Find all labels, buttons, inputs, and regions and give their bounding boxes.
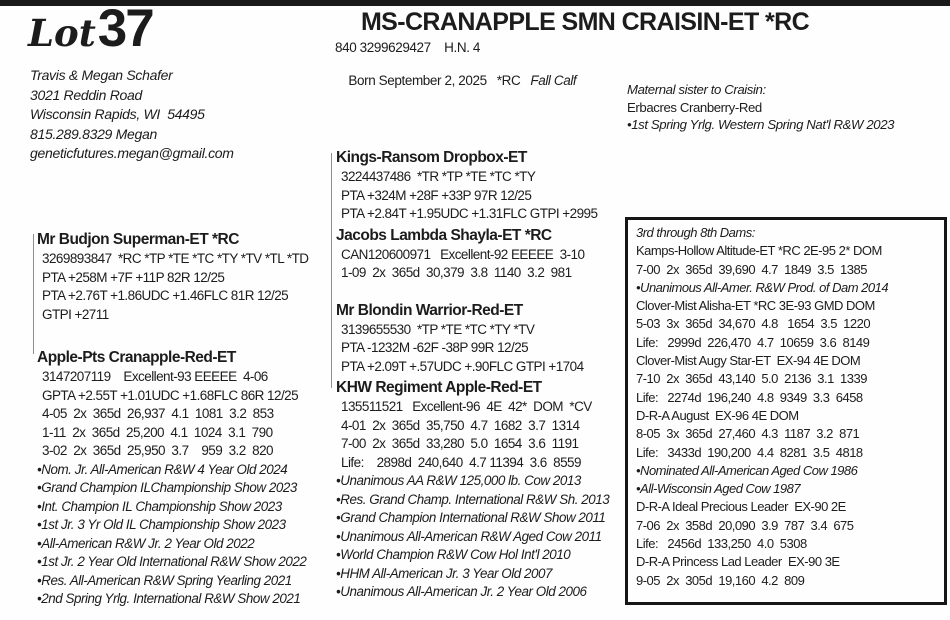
further-dams-line: Kamps-Hollow Altitude-ET *RC 2E-95 2* DO… — [636, 243, 882, 259]
born-line: Born September 2, 2025 *RC Fall Calf — [335, 58, 576, 103]
dam-dam-award-line: •Grand Champion International R&W Show 2… — [336, 510, 606, 525]
dam-dam-section: KHW Regiment Apple-Red-ET 135511521 Exce… — [336, 378, 631, 602]
sire-data-line: 3269893847 *RC *TP *TE *TC *TY *TV *TL *… — [42, 251, 309, 266]
contact-line: geneticfutures.megan@gmail.com — [30, 145, 234, 161]
further-dams-line: 9-05 2x 305d 19,160 4.2 809 — [636, 572, 805, 588]
dam-dam-data-line: Life: 2898d 240,640 4.7 11394 3.6 8559 — [341, 454, 582, 470]
further-dams-line: •Nominated All-American Aged Cow 1986 — [636, 462, 858, 478]
further-dams-line: Life: 3433d 190,200 4.4 8281 3.5 4818 — [636, 444, 863, 460]
contact-line: 3021 Reddin Road — [30, 86, 142, 103]
sire-sire-data-line: PTA +2.84T +1.95UDC +1.31FLC GTPI +2995 — [341, 206, 598, 221]
dam-award-line: •1st Jr. 2 Year Old International R&W Sh… — [37, 554, 307, 569]
further-dams-line: D-R-A August EX-96 4E DOM — [636, 407, 799, 423]
dam-sire-data-line: 3139655530 *TP *TE *TC *TY *TV — [341, 321, 535, 337]
dam-sire-data-line: PTA -1232M -62F -38P 99R 12/25 — [341, 340, 529, 355]
sire-name: Mr Budjon Superman-ET *RC — [37, 231, 239, 248]
dam-data-line: 1-11 2x 365d 25,200 4.1 1024 3.1 790 — [42, 424, 273, 440]
further-dams-line: 5-03 3x 365d 34,670 4.8 1654 3.5 1220 — [636, 316, 871, 332]
sire-dam-section: Jacobs Lambda Shayla-ET *RC CAN120600971… — [336, 226, 631, 283]
dam-dam-data-line: 7-00 2x 365d 33,280 5.0 1654 3.6 1191 — [341, 436, 579, 451]
dam-data-line: 3147207119 Excellent-93 EEEEE 4-06 — [42, 369, 268, 384]
dam-dam-award-line: •Unanimous All-American R&W Aged Cow 201… — [336, 528, 602, 544]
further-dams-heading: 3rd through 8th Dams: — [636, 225, 755, 240]
pedigree-grandparents-column: Kings-Ransom Dropbox-ET 3224437486 *TR *… — [336, 148, 631, 602]
dam-data-line: GPTA +2.55T +1.01UDC +1.68FLC 86R 12/25 — [42, 387, 299, 403]
dam-dam-data-line: 135511521 Excellent-96 4E 42* DOM *CV — [341, 399, 592, 414]
dam-dam-name: KHW Regiment Apple-Red-ET — [336, 379, 542, 396]
registration-line: 840 3299629427 H.N. 4 — [335, 40, 481, 55]
dam-dam-award-line: •World Champion R&W Cow Hol Int'l 2010 — [336, 547, 571, 562]
further-dams-line: •Unanimous All-Amer. R&W Prod. of Dam 20… — [636, 279, 889, 295]
further-dams-line: Life: 2456d 133,250 4.0 5308 — [636, 536, 807, 552]
lot-block: Lot 37 — [28, 0, 155, 58]
further-dams-line: Clover-Mist Alisha-ET *RC 3E-93 GMD DOM — [636, 298, 875, 314]
further-dams-line: D-R-A Princess Lad Leader EX-90 3E — [636, 554, 840, 570]
maternal-sister-heading: Maternal sister to Craisin: — [627, 82, 766, 97]
pedigree-parents-column: Mr Budjon Superman-ET *RC 3269893847 *RC… — [37, 230, 333, 609]
sire-sire-data-line: PTA +324M +28F +33P 97R 12/25 — [341, 187, 532, 203]
further-dams-line: 8-05 3x 365d 27,460 4.3 1187 3.2 871 — [636, 426, 860, 442]
dam-section: Apple-Pts Cranapple-Red-ET 3147207119 Ex… — [37, 348, 333, 609]
further-dams-line: 7-10 2x 365d 43,140 5.0 2136 3.1 1339 — [636, 371, 867, 387]
dam-sire-name: Mr Blondin Warrior-Red-ET — [336, 301, 523, 319]
further-dams-line: D-R-A Ideal Precious Leader EX-90 2E — [636, 499, 846, 515]
sire-dam-data-line: CAN120600971 Excellent-92 EEEEE 3-10 — [341, 246, 585, 262]
further-dams-line: 7-06 2x 358d 20,090 3.9 787 3.4 675 — [636, 517, 854, 533]
born-prefix: Born September 2, 2025 *RC — [348, 73, 531, 88]
further-dams-line: Clover-Mist Augy Star-ET EX-94 4E DOM — [636, 353, 861, 369]
dam-award-line: •Nom. Jr. All-American R&W 4 Year Old 20… — [37, 461, 288, 477]
dam-award-line: •Int. Champion IL Championship Show 2023 — [37, 498, 282, 514]
lot-label: Lot — [28, 11, 96, 55]
sire-data-line: PTA +2.76T +1.86UDC +1.46FLC 81R 12/25 — [42, 288, 289, 303]
dam-dam-data-line: 4-01 2x 365d 35,750 4.7 1682 3.7 1314 — [341, 417, 580, 433]
further-dams-line: 7-00 2x 365d 39,690 4.7 1849 3.5 1385 — [636, 261, 867, 277]
fall-calf-note: Fall Calf — [530, 73, 577, 88]
dam-dam-award-line: •HHM All-American Jr. 3 Year Old 2007 — [336, 565, 553, 581]
sire-dam-data-line: 1-09 2x 365d 30,379 3.8 1140 3.2 981 — [341, 265, 572, 280]
further-dams-line: •All-Wisconsin Aged Cow 1987 — [636, 481, 801, 497]
further-dams-box: 3rd through 8th Dams: Kamps-Hollow Altit… — [625, 217, 947, 605]
consignor-contact-block: Travis & Megan Schafer 3021 Reddin Road Wi… — [30, 66, 234, 164]
sire-dam-name: Jacobs Lambda Shayla-ET *RC — [336, 226, 552, 244]
contact-line: Wisconsin Rapids, WI 54495 — [30, 106, 205, 122]
dam-name: Apple-Pts Cranapple-Red-ET — [37, 349, 236, 366]
dam-dam-award-line: •Res. Grand Champ. International R&W Sh.… — [336, 491, 610, 507]
dam-award-line: •Res. All-American R&W Spring Yearling 2… — [37, 572, 292, 588]
dam-sire-section: Mr Blondin Warrior-Red-ET 3139655530 *TP… — [336, 301, 631, 377]
dam-data-line: 4-05 2x 365d 26,937 4.1 1081 3.2 853 — [42, 406, 274, 421]
sire-sire-data-line: 3224437486 *TR *TP *TE *TC *TY — [341, 169, 536, 184]
lot-number: 37 — [97, 0, 155, 58]
dam-award-line: •All-American R&W Jr. 2 Year Old 2022 — [37, 535, 255, 551]
page-title: MS-CRANAPPLE SMN CRAISIN-ET *RC — [360, 8, 810, 36]
maternal-sister-award: •1st Spring Yrlg. Western Spring Nat'l R… — [627, 117, 895, 133]
further-dams-line: Life: 2999d 226,470 4.7 10659 3.6 8149 — [636, 334, 870, 350]
maternal-sister-name: Erbacres Cranberry-Red — [627, 99, 762, 115]
maternal-sister-block: Maternal sister to Craisin: Erbacres Cra… — [627, 81, 942, 134]
dam-dam-award-line: •Unanimous All-American Jr. 2 Year Old 2… — [336, 584, 587, 599]
sire-sire-name: Kings-Ransom Dropbox-ET — [336, 149, 527, 166]
pedigree-bracket-center — [331, 153, 332, 388]
dam-award-line: •2nd Spring Yrlg. International R&W Show… — [37, 591, 301, 606]
dam-sire-data-line: PTA +2.09T +.57UDC +.90FLC GTPI +1704 — [341, 358, 584, 374]
dam-award-line: •1st Jr. 3 Yr Old IL Championship Show 2… — [37, 517, 286, 532]
pedigree-bracket-left — [33, 234, 34, 354]
dam-data-line: 3-02 2x 365d 25,950 3.7 959 3.2 820 — [42, 443, 274, 458]
dam-dam-award-line: •Unanimous AA R&W 125,000 lb. Cow 2013 — [336, 473, 581, 488]
sire-data-line: GTPI +2711 — [42, 306, 109, 322]
top-rule — [0, 0, 950, 6]
sire-section: Mr Budjon Superman-ET *RC 3269893847 *RC… — [37, 230, 333, 324]
contact-line: 815.289.8329 Megan — [30, 125, 157, 142]
further-dams-line: Life: 2274d 196,240 4.8 9349 3.3 6458 — [636, 389, 863, 405]
dam-award-line: •Grand Champion ILChampionship Show 2023 — [37, 480, 297, 495]
sire-data-line: PTA +258M +7F +11P 82R 12/25 — [42, 269, 225, 285]
sire-sire-section: Kings-Ransom Dropbox-ET 3224437486 *TR *… — [336, 148, 631, 224]
contact-line: Travis & Megan Schafer — [30, 67, 173, 83]
